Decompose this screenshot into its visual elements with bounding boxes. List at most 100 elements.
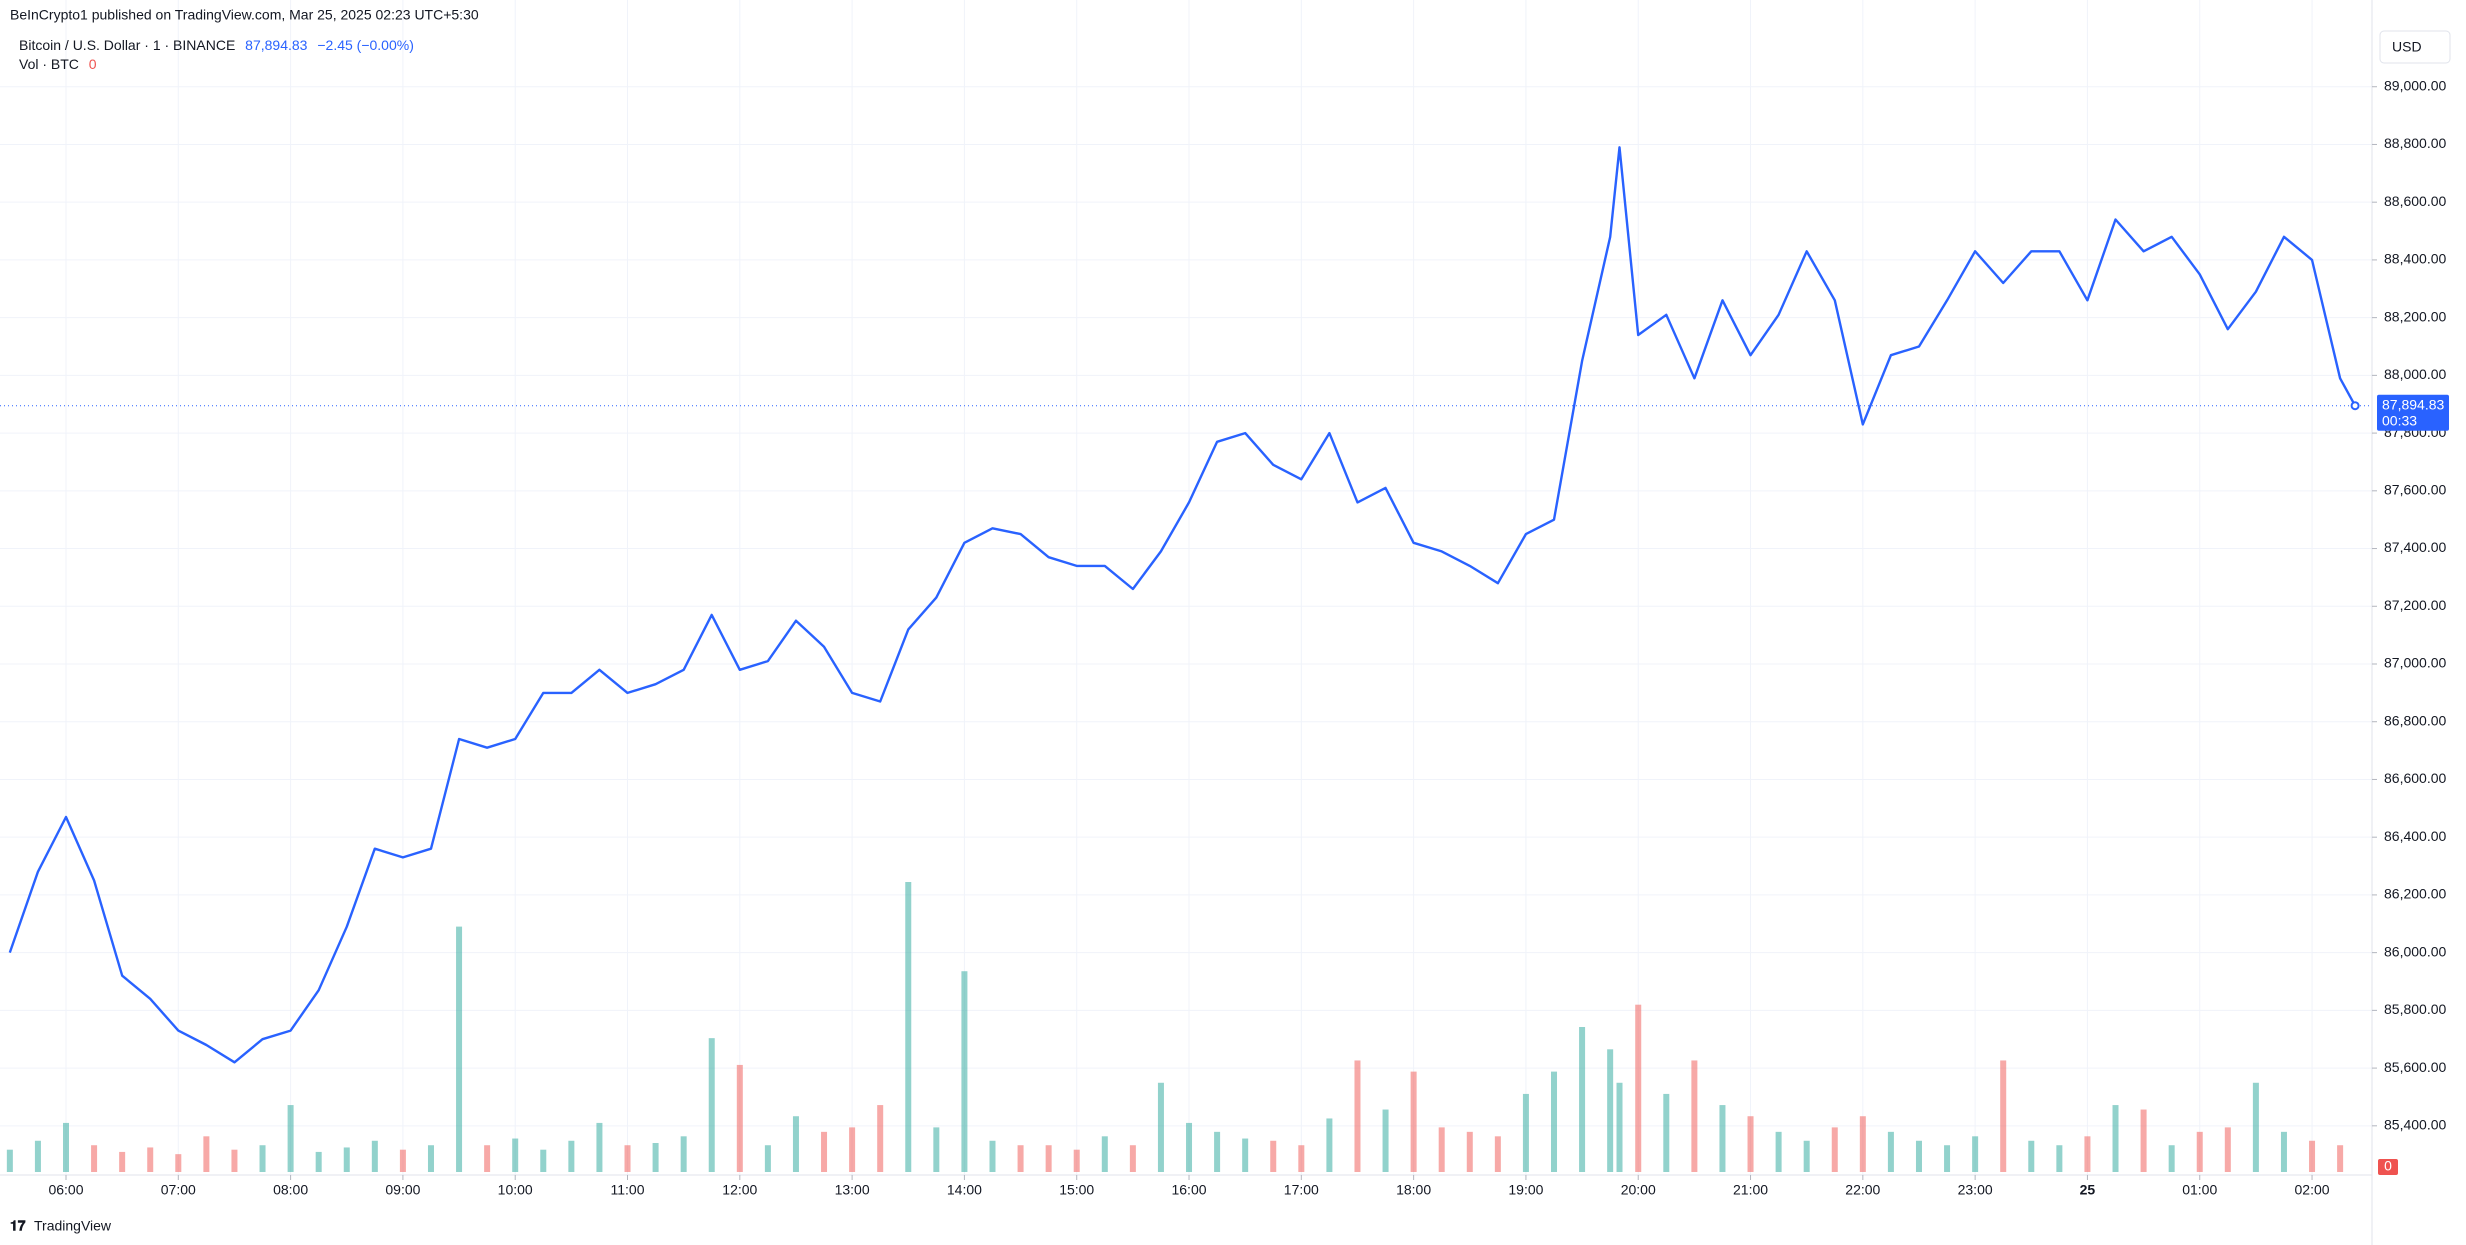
y-tick-label: 87,400.00 bbox=[2384, 539, 2446, 555]
x-tick-label: 12:00 bbox=[722, 1182, 757, 1198]
volume-bar bbox=[933, 1127, 940, 1172]
volume-bar bbox=[399, 1149, 406, 1172]
currency[interactable]: USD bbox=[2392, 39, 2422, 55]
volume-bar bbox=[2056, 1145, 2063, 1172]
volume-bar bbox=[343, 1147, 350, 1172]
volume-bar bbox=[1326, 1118, 1333, 1172]
volume-bar bbox=[6, 1149, 13, 1172]
volume-bar bbox=[1616, 1082, 1623, 1172]
volume-last: 0 bbox=[89, 56, 97, 72]
volume-bar bbox=[1522, 1093, 1529, 1172]
volume-line: Vol · BTC 0 bbox=[19, 56, 97, 72]
volume-bar bbox=[792, 1116, 799, 1172]
volume-bar bbox=[1972, 1136, 1979, 1172]
volume-bar bbox=[1831, 1127, 1838, 1172]
volume-bar bbox=[1270, 1140, 1277, 1172]
volume-bar bbox=[2112, 1105, 2119, 1172]
volume-bar bbox=[2252, 1082, 2259, 1172]
volume-bar bbox=[736, 1064, 743, 1172]
volume-bar bbox=[540, 1149, 547, 1172]
volume-bar bbox=[1242, 1138, 1249, 1172]
volume-bar bbox=[175, 1154, 182, 1172]
y-tick-label: 85,400.00 bbox=[2384, 1117, 2446, 1133]
y-tick-label: 87,600.00 bbox=[2384, 482, 2446, 498]
y-tick-label: 89,000.00 bbox=[2384, 77, 2446, 93]
logo: 𝟏𝟕 TradingView bbox=[10, 1218, 112, 1234]
volume-pane bbox=[6, 882, 2344, 1172]
volume-bar bbox=[1635, 1004, 1642, 1172]
published-note: BeInCrypto1 published on TradingView.com… bbox=[10, 7, 479, 23]
y-tick-label: 86,400.00 bbox=[2384, 828, 2446, 844]
volume-bar bbox=[1129, 1145, 1136, 1172]
volume-bar bbox=[2196, 1131, 2203, 1172]
y-tick-label: 85,600.00 bbox=[2384, 1059, 2446, 1075]
y-tick-label: 87,000.00 bbox=[2384, 655, 2446, 671]
volume-bar bbox=[119, 1151, 126, 1172]
volume-badge-label: 0 bbox=[2384, 1158, 2392, 1174]
y-tick-label: 88,400.00 bbox=[2384, 251, 2446, 267]
volume-bar bbox=[652, 1143, 659, 1172]
volume-bar bbox=[1073, 1149, 1080, 1172]
volume-bar bbox=[821, 1131, 828, 1172]
volume-bar bbox=[1747, 1116, 1754, 1172]
volume-bar bbox=[231, 1149, 238, 1172]
header-price: 87,894.83 bbox=[245, 37, 307, 53]
y-tick-label: 88,800.00 bbox=[2384, 135, 2446, 151]
volume-bar bbox=[1944, 1145, 1951, 1172]
y-tick-label: 88,000.00 bbox=[2384, 366, 2446, 382]
volume-bar bbox=[2000, 1060, 2007, 1172]
last-point bbox=[2350, 401, 2360, 411]
volume-bar bbox=[1691, 1060, 1698, 1172]
volume-bar bbox=[877, 1105, 884, 1172]
volume-bar bbox=[91, 1145, 98, 1172]
volume-bar bbox=[1607, 1049, 1614, 1172]
volume-bar bbox=[1775, 1131, 1782, 1172]
volume-bar bbox=[1579, 1027, 1586, 1172]
volume-bar bbox=[680, 1136, 687, 1172]
x-tick-label: 25 bbox=[2080, 1182, 2096, 1198]
volume-bar bbox=[1017, 1145, 1024, 1172]
volume-bar bbox=[1803, 1140, 1810, 1172]
volume-bar bbox=[568, 1140, 575, 1172]
x-tick-label: 13:00 bbox=[835, 1182, 870, 1198]
x-tick-label: 17:00 bbox=[1284, 1182, 1319, 1198]
currency-button[interactable] bbox=[2379, 30, 2451, 64]
y-tick-label: 87,200.00 bbox=[2384, 597, 2446, 613]
volume-bar bbox=[1663, 1093, 1670, 1172]
symbol: Bitcoin / U.S. Dollar · 1 · BINANCE bbox=[19, 37, 235, 53]
volume-bar bbox=[961, 971, 968, 1172]
x-tick-label: 02:00 bbox=[2295, 1182, 2330, 1198]
logo-mark: 𝟏𝟕 bbox=[10, 1218, 26, 1234]
symbol-line: Bitcoin / U.S. Dollar · 1 · BINANCE 87,8… bbox=[19, 37, 414, 53]
volume-bar bbox=[1915, 1140, 1922, 1172]
volume-bar bbox=[596, 1122, 603, 1172]
volume-bar bbox=[2140, 1109, 2147, 1172]
plot bbox=[0, 146, 2372, 1064]
x-tick-label: 23:00 bbox=[1958, 1182, 1993, 1198]
volume-bar bbox=[1551, 1071, 1558, 1172]
x-tick-label: 11:00 bbox=[611, 1182, 645, 1198]
last-price-badge bbox=[2377, 394, 2449, 431]
y-tick-label: 86,200.00 bbox=[2384, 886, 2446, 902]
x-tick-label: 16:00 bbox=[1171, 1182, 1206, 1198]
x-tick-label: 20:00 bbox=[1621, 1182, 1656, 1198]
axes: 85,400.00 85,600.00 85,800.00 86,000.00 86,2… bbox=[48, 77, 2449, 1198]
y-tick-label: 86,600.00 bbox=[2384, 770, 2446, 786]
y-tick-label: 86,800.00 bbox=[2384, 712, 2446, 728]
volume-bar bbox=[203, 1136, 210, 1172]
volume-bar bbox=[1494, 1136, 1501, 1172]
volume-bar bbox=[989, 1140, 996, 1172]
volume-bar bbox=[1438, 1127, 1445, 1172]
volume-bar bbox=[1410, 1071, 1417, 1172]
logo-text: TradingView bbox=[34, 1218, 112, 1234]
x-tick-label: 14:00 bbox=[947, 1182, 982, 1198]
price-line bbox=[8, 146, 2357, 1064]
volume-bar bbox=[2309, 1140, 2316, 1172]
volume-bar bbox=[147, 1147, 154, 1172]
x-tick-label: 19:00 bbox=[1508, 1182, 1543, 1198]
volume-bar bbox=[2168, 1145, 2175, 1172]
x-tick-label: 01:00 bbox=[2182, 1182, 2217, 1198]
y-tick-label: 85,800.00 bbox=[2384, 1001, 2446, 1017]
volume-bar bbox=[2084, 1136, 2091, 1172]
